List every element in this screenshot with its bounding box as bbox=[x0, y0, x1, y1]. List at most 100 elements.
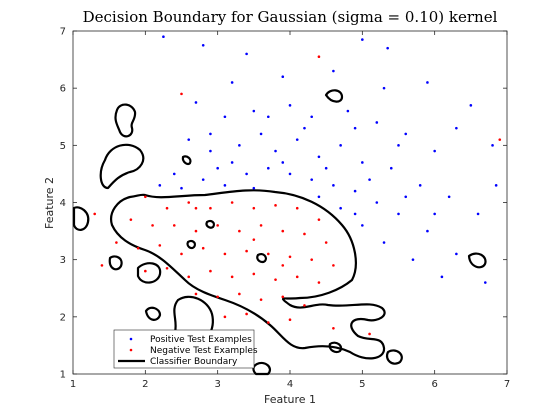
positive-test-point bbox=[209, 132, 212, 136]
negative-test-point bbox=[245, 312, 248, 316]
negative-test-point bbox=[252, 206, 256, 210]
x-tick-label: 3 bbox=[214, 379, 220, 390]
negative-test-point bbox=[187, 275, 191, 279]
x-tick-label: 5 bbox=[359, 379, 365, 390]
positive-test-point bbox=[223, 115, 227, 119]
positive-test-point bbox=[303, 126, 306, 130]
y-tick-label: 5 bbox=[60, 141, 66, 152]
legend-positive-label: Positive Test Examples bbox=[150, 335, 252, 345]
negative-test-point bbox=[332, 326, 335, 330]
boundary-loop-top-right bbox=[324, 89, 344, 103]
negative-test-point bbox=[144, 195, 147, 199]
positive-test-point bbox=[317, 155, 321, 159]
positive-test-point bbox=[339, 206, 342, 210]
negative-test-point bbox=[267, 321, 270, 324]
boundary-loop-top-left bbox=[114, 103, 137, 138]
negative-points-group bbox=[93, 55, 502, 347]
x-tick-label: 1 bbox=[70, 379, 76, 390]
negative-test-point bbox=[194, 206, 198, 210]
boundary-loop-small-3 bbox=[186, 239, 196, 250]
positive-test-point bbox=[397, 212, 400, 216]
positive-test-point bbox=[180, 186, 183, 190]
positive-test-point bbox=[368, 178, 371, 181]
positive-test-point bbox=[267, 115, 270, 119]
negative-test-point bbox=[498, 138, 502, 141]
positive-test-point bbox=[375, 201, 379, 204]
positive-test-point bbox=[426, 229, 429, 233]
negative-test-point bbox=[317, 281, 321, 284]
negative-test-point bbox=[144, 269, 147, 273]
negative-test-point bbox=[317, 218, 321, 221]
positive-test-point bbox=[187, 138, 191, 141]
positive-test-point bbox=[201, 178, 205, 181]
positive-test-point bbox=[194, 101, 198, 104]
negative-test-point bbox=[165, 266, 169, 270]
negative-test-point bbox=[332, 264, 335, 267]
positive-test-point bbox=[295, 138, 299, 141]
positive-test-point bbox=[491, 144, 494, 147]
positive-test-point bbox=[397, 144, 400, 147]
negative-test-point bbox=[324, 241, 328, 244]
positive-test-point bbox=[404, 132, 408, 136]
negative-test-point bbox=[252, 272, 256, 276]
negative-test-point bbox=[295, 275, 299, 279]
x-tick-label: 2 bbox=[142, 379, 148, 390]
negative-test-point bbox=[245, 249, 248, 253]
positive-test-point bbox=[332, 184, 335, 187]
legend-positive-marker bbox=[129, 337, 133, 341]
negative-test-point bbox=[223, 315, 227, 319]
positive-test-point bbox=[267, 166, 270, 170]
positive-test-point bbox=[361, 224, 364, 227]
negative-test-point bbox=[252, 238, 256, 241]
y-tick-label: 6 bbox=[60, 84, 66, 95]
positive-test-point bbox=[162, 35, 165, 39]
positive-test-point bbox=[274, 149, 277, 153]
y-tick-label: 7 bbox=[60, 27, 66, 38]
positive-test-point bbox=[252, 186, 256, 190]
negative-test-point bbox=[230, 275, 234, 279]
legend-boundary-label: Classifier Boundary bbox=[150, 357, 238, 367]
boundary-loop-bottom-right bbox=[328, 341, 343, 354]
positive-test-point bbox=[245, 172, 248, 176]
positive-test-point bbox=[201, 43, 205, 47]
negative-test-point bbox=[259, 298, 263, 301]
legend-negative-marker bbox=[129, 348, 133, 352]
negative-test-point bbox=[201, 246, 205, 250]
x-tick-label: 4 bbox=[287, 379, 293, 390]
boundary-loop-upper-left bbox=[99, 143, 145, 190]
negative-test-point bbox=[180, 252, 183, 256]
x-axis-label: Feature 1 bbox=[264, 393, 316, 406]
negative-test-point bbox=[115, 241, 118, 244]
positive-test-point bbox=[353, 126, 357, 130]
negative-test-point bbox=[303, 232, 306, 236]
positive-test-point bbox=[404, 195, 408, 199]
negative-test-point bbox=[100, 264, 104, 267]
negative-test-point bbox=[274, 204, 277, 207]
negative-test-point bbox=[194, 229, 198, 233]
positive-test-point bbox=[382, 241, 386, 244]
boundary-loop-left-mid bbox=[108, 255, 123, 271]
positive-test-point bbox=[281, 75, 285, 79]
positive-test-point bbox=[209, 149, 212, 153]
positive-test-point bbox=[230, 161, 234, 164]
negative-test-point bbox=[288, 318, 292, 321]
negative-test-point bbox=[216, 295, 219, 299]
negative-test-point bbox=[223, 252, 227, 256]
negative-test-point bbox=[288, 255, 292, 259]
boundary-loop-mid-1 bbox=[256, 253, 267, 264]
positive-test-point bbox=[389, 166, 393, 170]
boundary-main bbox=[110, 189, 386, 360]
y-tick-label: 2 bbox=[60, 312, 66, 323]
negative-test-point bbox=[238, 292, 241, 296]
negative-test-point bbox=[281, 264, 285, 267]
negative-test-point bbox=[317, 55, 321, 59]
positive-test-point bbox=[223, 184, 227, 187]
positive-test-point bbox=[447, 195, 451, 199]
positive-test-point bbox=[353, 189, 357, 193]
positive-test-point bbox=[158, 184, 162, 187]
negative-test-point bbox=[238, 229, 241, 233]
positive-test-point bbox=[332, 69, 335, 73]
positive-test-point bbox=[216, 166, 219, 170]
y-tick-label: 4 bbox=[60, 198, 66, 209]
